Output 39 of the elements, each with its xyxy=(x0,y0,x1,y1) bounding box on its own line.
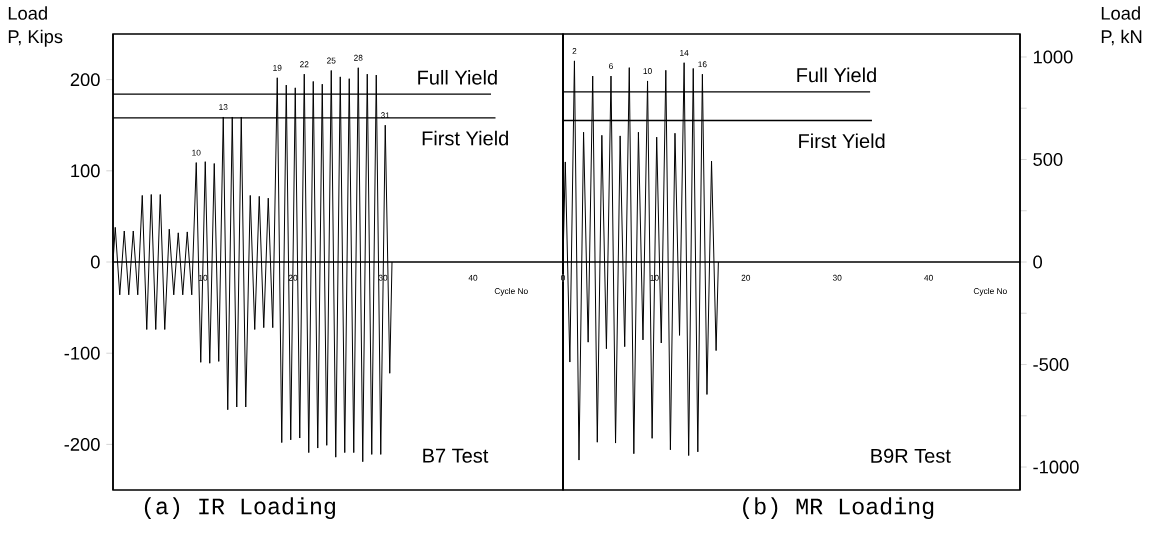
y-tick-label: -200 xyxy=(64,437,100,451)
series-label: First Yield xyxy=(799,133,885,149)
annotation: 28 xyxy=(354,54,363,61)
annotation: B7 Test xyxy=(423,448,489,463)
annotation: 22 xyxy=(300,61,309,68)
annotation: 13 xyxy=(219,104,228,110)
y-tick-label: 0 xyxy=(90,255,100,269)
x-tick-label: 30 xyxy=(832,274,842,281)
x-tick-label: 40 xyxy=(468,274,478,281)
annotation: 10 xyxy=(643,68,652,74)
annotation: 2 xyxy=(572,48,577,54)
y-axis-title: Load P, Kips xyxy=(8,6,63,47)
x-tick-label: 20 xyxy=(741,274,751,281)
annotation: 25 xyxy=(327,57,336,64)
y-tick-label: -100 xyxy=(64,346,100,360)
y-tick-label: -1000 xyxy=(1033,460,1079,474)
annotation: 6 xyxy=(609,63,613,70)
series-label: Full Yield xyxy=(418,69,497,85)
text: (a) IR Loading xyxy=(144,497,336,520)
y-tick-label: 500 xyxy=(1033,153,1063,166)
y-tick-label: 1000 xyxy=(1033,50,1073,64)
annotation: 19 xyxy=(273,64,282,71)
y-tick-label: 100 xyxy=(71,164,100,178)
annotation: 16 xyxy=(698,61,707,68)
x-tick-label: 40 xyxy=(924,274,933,281)
x-axis-title: Cycle No xyxy=(973,287,1007,296)
x-tick-label: 0 xyxy=(561,274,565,281)
y-tick-label: 0 xyxy=(1033,255,1043,269)
annotation: 10 xyxy=(192,149,201,156)
annotation: B9R Test xyxy=(871,448,951,463)
y-tick-label: 200 xyxy=(70,73,100,87)
x-axis-title: Cycle No xyxy=(494,287,528,296)
y-tick-label: -500 xyxy=(1033,358,1069,372)
annotation: 14 xyxy=(680,49,689,56)
annotation: 31 xyxy=(380,112,390,119)
y-axis-title: Load P, kN xyxy=(1101,6,1142,46)
series-label: Full Yield xyxy=(797,67,876,83)
series-label: First Yield xyxy=(422,130,508,146)
text: (b) MR Loading xyxy=(743,497,934,520)
